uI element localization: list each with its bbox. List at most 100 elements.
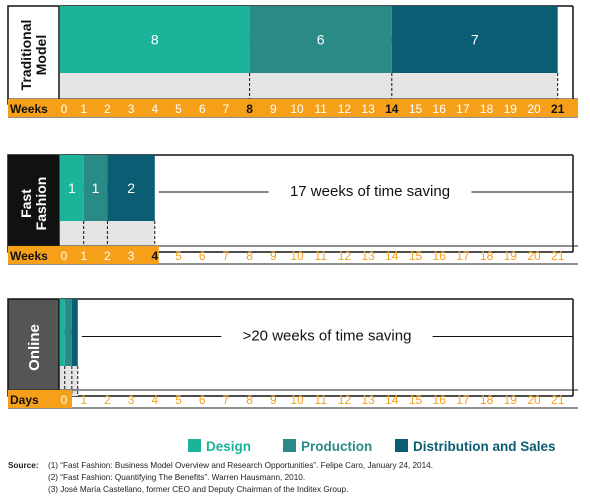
legend-label-1: Design <box>206 439 251 454</box>
panel-2-value-label: 1 <box>92 180 100 196</box>
panel-3-tick-11: 11 <box>314 393 327 407</box>
panel-1-tick-9: 9 <box>270 102 277 116</box>
panel-1-value-label: 6 <box>317 32 325 48</box>
panel-3-bar-distribution-and-sales <box>71 299 78 366</box>
panel-3-tick-3: 3 <box>128 393 135 407</box>
panel-2-tick-0: 0 <box>61 249 68 263</box>
panel-1-bar-design <box>60 6 250 73</box>
panel-1-tick-16: 16 <box>433 102 447 116</box>
panel-2-tick-17: 17 <box>456 249 470 263</box>
panel-3-tick-2: 2 <box>104 393 111 407</box>
panel-1-bar-production <box>249 6 392 73</box>
panel-3-tick-7: 7 <box>223 393 230 407</box>
panel-3-tick-13: 13 <box>361 393 375 407</box>
panel-2-tick-7: 7 <box>223 249 230 263</box>
panel-2-tick-2: 2 <box>104 249 111 263</box>
panel-2-value-label: 1 <box>68 180 76 196</box>
panel-3-label-box <box>7 298 60 397</box>
panel-1-axis-label: Weeks <box>10 102 48 116</box>
panel-2-tick-4: 4 <box>151 249 158 263</box>
panel-3-tick-1: 1 <box>80 393 87 407</box>
panel-1-tick-17: 17 <box>456 102 470 116</box>
panel-2-axis-band <box>8 246 159 264</box>
panel-2-tick-15: 15 <box>409 249 423 263</box>
panel-3-tick-18: 18 <box>480 393 494 407</box>
panel-3-tick-8: 8 <box>246 393 253 407</box>
panel-3-tick-19: 19 <box>504 393 518 407</box>
panel-1-tick-11: 11 <box>314 102 327 116</box>
panel-1-tick-21: 21 <box>551 102 565 116</box>
panel-3-label: Online <box>26 324 43 371</box>
panel-1-tick-7: 7 <box>223 102 230 116</box>
panel-2-label-box <box>7 154 60 253</box>
panel-3-tick-21: 21 <box>551 393 565 407</box>
legend-swatch-3 <box>395 439 408 452</box>
panel-1-tick-15: 15 <box>409 102 423 116</box>
panel-3-tick-9: 9 <box>270 393 277 407</box>
panel-2-tick-5: 5 <box>175 249 182 263</box>
panel-2-tick-16: 16 <box>433 249 447 263</box>
panel-1-tick-5: 5 <box>175 102 182 116</box>
panel-3-tick-17: 17 <box>456 393 470 407</box>
panel-1-tick-8: 8 <box>246 102 253 116</box>
panel-2-bar-design <box>60 155 84 221</box>
legend-label-2: Production <box>301 439 372 454</box>
legend-swatch-1 <box>188 439 201 452</box>
panel-2-bar-distribution-and-sales <box>107 155 155 221</box>
panel-3-tick-5: 5 <box>175 393 182 407</box>
panel-1-tick-1: 1 <box>80 102 87 116</box>
source-line-2: (2) “Fast Fashion: Quantifying The Benef… <box>48 473 306 482</box>
panel-1-label-box <box>7 5 60 105</box>
panel-1-value-label: 7 <box>471 32 479 48</box>
panel-3-tick-14: 14 <box>385 393 399 407</box>
panel-1-tick-10: 10 <box>290 102 304 116</box>
panel-1-tick-4: 4 <box>151 102 158 116</box>
panel-2-bar-production <box>83 155 108 221</box>
panel-2-label: FastFashion <box>18 177 49 231</box>
source-label: Source: <box>8 461 39 470</box>
panel-1-axis-band <box>8 99 578 117</box>
panel-2-tick-19: 19 <box>504 249 518 263</box>
panel-1-bar-distribution-and-sales <box>391 6 558 73</box>
panel-2-value-label: 2 <box>127 180 135 196</box>
panel-2-tick-9: 9 <box>270 249 277 263</box>
panel-1-tick-14: 14 <box>385 102 399 116</box>
panel-2-tick-21: 21 <box>551 249 565 263</box>
legend-label-3: Distribution and Sales <box>413 439 556 454</box>
panel-1-tick-2: 2 <box>104 102 111 116</box>
panel-3-axis-label: Days <box>10 393 39 407</box>
panel-3-tick-4: 4 <box>151 393 158 407</box>
panel-3-tick-6: 6 <box>199 393 206 407</box>
source-line-1: (1) “Fast Fashion: Business Model Overvi… <box>48 461 433 470</box>
panel-2-tick-3: 3 <box>128 249 135 263</box>
panel-3-tick-20: 20 <box>527 393 541 407</box>
panel-3-tick-0: 0 <box>61 393 68 407</box>
panel-2-tick-11: 11 <box>314 249 327 263</box>
panel-2-axis-label: Weeks <box>10 249 48 263</box>
panel-1-tick-19: 19 <box>504 102 518 116</box>
panel-2-tick-6: 6 <box>199 249 206 263</box>
panel-2-tick-1: 1 <box>80 249 87 263</box>
panel-1-tick-20: 20 <box>527 102 541 116</box>
panel-2-saving-text: 17 weeks of time saving <box>290 183 450 200</box>
panel-2-tick-8: 8 <box>246 249 253 263</box>
panel-1-tick-6: 6 <box>199 102 206 116</box>
panel-3-tick-12: 12 <box>338 393 352 407</box>
panel-1-value-label: 8 <box>151 32 159 48</box>
panel-1-tick-18: 18 <box>480 102 494 116</box>
panel-2-tick-20: 20 <box>527 249 541 263</box>
panel-2-tick-14: 14 <box>385 249 399 263</box>
panel-3-saving-text: >20 weeks of time saving <box>243 328 412 345</box>
panel-2-tick-13: 13 <box>361 249 375 263</box>
panel-1-tick-13: 13 <box>361 102 375 116</box>
panel-3-tick-15: 15 <box>409 393 423 407</box>
panel-2-tick-10: 10 <box>290 249 304 263</box>
panel-1-tick-12: 12 <box>338 102 352 116</box>
panel-1-tick-3: 3 <box>128 102 135 116</box>
panel-1-tick-0: 0 <box>61 102 68 116</box>
panel-3-tick-10: 10 <box>290 393 304 407</box>
panel-3-tick-16: 16 <box>433 393 447 407</box>
panel-2-tick-12: 12 <box>338 249 352 263</box>
source-line-3: (3) José María Castellano, former CEO an… <box>48 485 349 494</box>
